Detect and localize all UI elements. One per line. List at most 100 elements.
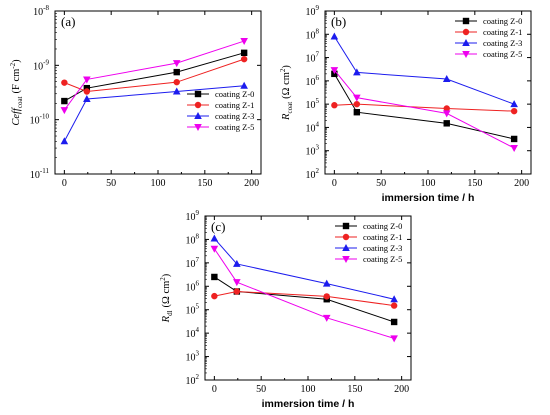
y-tick-base: 10 xyxy=(30,116,40,127)
y-tick-base: 10 xyxy=(306,170,316,181)
y-tick-label: 108 xyxy=(306,27,320,41)
legend-marker xyxy=(194,101,202,109)
y-axis-label-unit: (F cm xyxy=(11,69,22,94)
y-axis-label-unit: (Ω cm xyxy=(161,281,172,308)
y-tick-label: 102 xyxy=(186,373,200,387)
x-tick-label: 0 xyxy=(62,178,67,189)
y-tick-exponent: -11 xyxy=(40,167,50,175)
data-point xyxy=(233,288,241,295)
legend-entry: coating Z-1 xyxy=(215,100,254,110)
y-tick-base: 10 xyxy=(306,123,316,134)
series-line xyxy=(333,69,515,149)
data-point xyxy=(240,55,248,63)
legend-entry: coating Z-3 xyxy=(215,111,254,121)
series-line xyxy=(63,85,245,142)
legend-entry: coating Z-1 xyxy=(483,27,522,37)
data-point xyxy=(443,120,450,127)
y-tick-exponent: 9 xyxy=(196,209,200,217)
x-tick-label: 100 xyxy=(301,384,316,395)
series-coating-z-5 xyxy=(210,245,398,343)
series-line xyxy=(214,290,395,307)
y-axis-label: Rdl (Ω cm2) xyxy=(159,273,174,323)
series-line xyxy=(64,58,245,93)
data-point xyxy=(240,38,248,46)
legend-marker xyxy=(194,124,202,131)
panel-label: (a) xyxy=(61,14,75,29)
y-tick-base: 10 xyxy=(306,30,316,41)
series-coating-z-3 xyxy=(210,234,398,303)
y-tick-label: 105 xyxy=(186,303,200,317)
data-point xyxy=(510,145,518,153)
data-point xyxy=(390,318,398,326)
y-axis-label-unit-exp: 2 xyxy=(159,277,167,281)
y-tick-label: 10-10 xyxy=(30,113,50,127)
x-tick-label: 150 xyxy=(467,178,482,189)
x-tick-label: 150 xyxy=(197,178,212,189)
x-tick-label: 50 xyxy=(106,178,116,189)
chart-panel-c: 0 50 100 150 200102103104105106107108109(c)R… xyxy=(159,209,412,410)
legend-marker xyxy=(342,244,350,251)
data-point xyxy=(323,293,330,300)
y-tick-label: 106 xyxy=(186,279,200,293)
y-axis-label: Rcoat (Ω cm2) xyxy=(279,65,294,121)
series-coating-z-1 xyxy=(61,55,248,95)
data-point xyxy=(173,78,180,86)
data-point xyxy=(60,107,69,115)
x-tick-label: 100 xyxy=(421,178,436,189)
legend-marker xyxy=(342,233,350,241)
data-point xyxy=(233,259,241,267)
series-coating-z-3 xyxy=(330,32,518,108)
data-point xyxy=(211,273,218,281)
y-axis-label-unit: (Ω cm xyxy=(281,72,292,99)
legend-marker xyxy=(462,17,470,25)
legend-marker xyxy=(194,90,202,98)
y-tick-base: 10 xyxy=(186,329,196,340)
legend-entry: coating Z-3 xyxy=(483,38,522,48)
y-axis-label-sub: coat xyxy=(16,96,24,108)
data-point xyxy=(211,292,218,300)
data-point xyxy=(172,60,181,68)
data-point xyxy=(233,279,241,287)
y-axis-label-close: ) xyxy=(281,65,292,69)
y-tick-label: 103 xyxy=(306,144,320,158)
data-point xyxy=(83,88,91,95)
y-tick-label: 102 xyxy=(306,167,320,181)
y-axis-label-main: R xyxy=(281,113,292,121)
data-point xyxy=(442,110,451,118)
y-tick-label: 107 xyxy=(186,256,200,270)
series-line xyxy=(214,276,395,323)
data-point xyxy=(390,335,398,343)
y-tick-base: 10 xyxy=(186,353,196,364)
y-tick-base: 10 xyxy=(186,235,196,246)
series-line xyxy=(333,73,515,140)
x-tick-label: 0 xyxy=(212,384,217,395)
series-line xyxy=(333,36,515,105)
y-tick-label: 10-11 xyxy=(30,167,50,181)
series-coating-z-5 xyxy=(330,67,518,153)
series-coating-z-3 xyxy=(60,81,248,145)
y-tick-base: 10 xyxy=(33,61,43,72)
data-point xyxy=(353,68,361,76)
y-tick-exponent: 3 xyxy=(196,350,200,358)
series-coating-z-1 xyxy=(331,100,518,115)
data-point xyxy=(331,102,338,109)
legend-entry: coating Z-0 xyxy=(215,89,254,99)
data-point xyxy=(172,87,181,95)
y-axis-label-main: R xyxy=(161,315,172,323)
y-tick-exponent: 4 xyxy=(316,120,320,128)
y-tick-label: 106 xyxy=(306,74,320,88)
data-point xyxy=(322,279,331,287)
data-point xyxy=(330,67,339,75)
series-line xyxy=(213,248,395,339)
y-tick-label: 109 xyxy=(306,4,320,18)
y-tick-exponent: -9 xyxy=(43,58,49,66)
chart-panel-a: 0 50 100 150 20010-1110-1010-910-8(a)Ceffcoa… xyxy=(9,4,262,189)
y-tick-exponent: -8 xyxy=(43,4,49,12)
data-point xyxy=(443,105,450,112)
data-point xyxy=(353,100,361,108)
legend-entry: coating Z-5 xyxy=(363,254,402,264)
legend-entry: coating Z-5 xyxy=(215,122,254,132)
